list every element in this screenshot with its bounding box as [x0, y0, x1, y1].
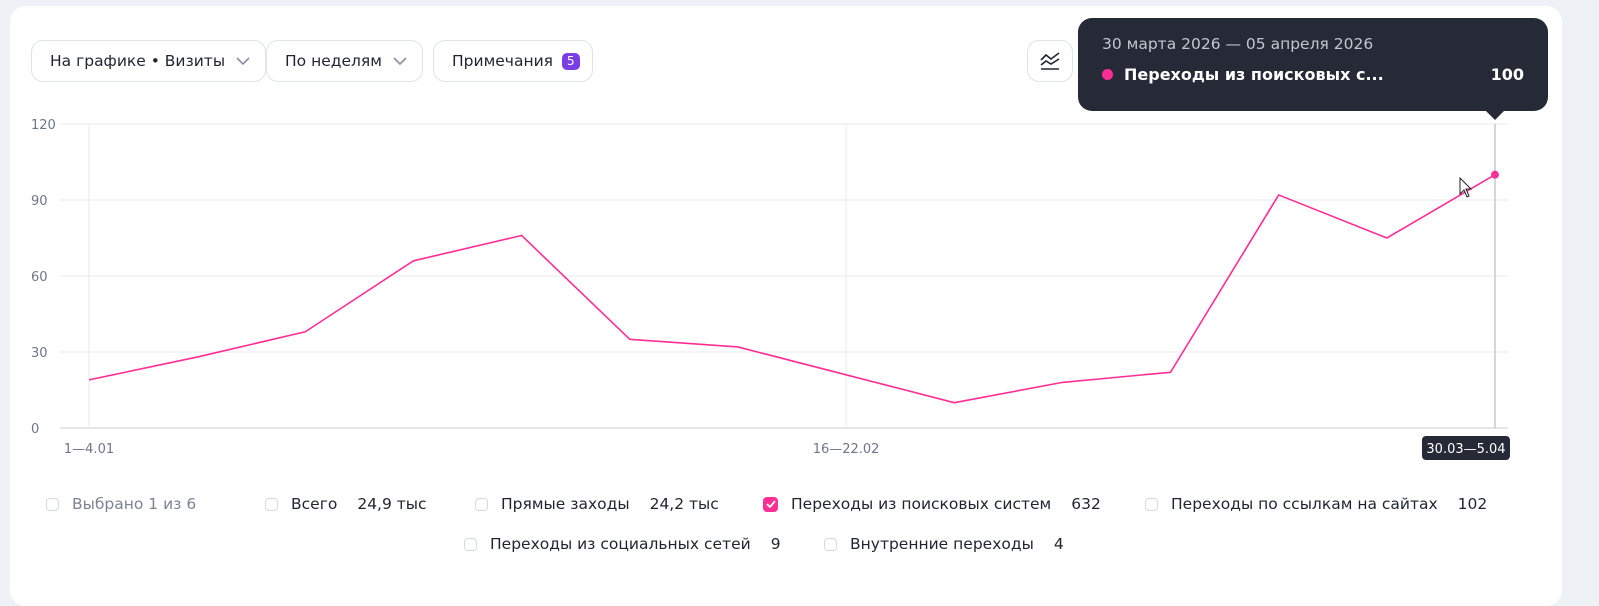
checkbox-checked-icon [763, 496, 778, 512]
legend-item-value: 102 [1457, 495, 1488, 513]
legend-item-label: Прямые заходы [501, 495, 630, 513]
tooltip-series-name: Переходы из поисковых с... [1124, 65, 1384, 84]
notes-label: Примечания [452, 52, 553, 70]
period-select[interactable]: По неделям [266, 40, 423, 82]
legend-item-value: 632 [1071, 495, 1101, 513]
series-line [88, 173, 1496, 404]
chart-type-button[interactable] [1027, 40, 1073, 82]
checkbox-icon [475, 497, 488, 511]
legend-item-label: Переходы по ссылкам на сайтах [1171, 495, 1438, 513]
mouse-pointer-icon [1459, 177, 1473, 198]
checkbox-icon [265, 497, 278, 511]
checkbox-icon [464, 537, 477, 551]
chart-metric-select-label: На графике • Визиты [50, 52, 226, 70]
legend-item-internal[interactable]: Внутренние переходы 4 [824, 535, 1064, 553]
checkbox-icon [1145, 497, 1158, 511]
legend-item-value: 24,2 тыс [649, 495, 719, 513]
legend-item-value: 24,9 тыс [357, 495, 427, 513]
data-point-highlight [1491, 170, 1499, 179]
tooltip-value: 100 [1490, 65, 1524, 84]
legend-item-search[interactable]: Переходы из поисковых систем 632 [763, 495, 1101, 513]
checkbox-icon [46, 497, 59, 511]
line-chart-icon [1040, 52, 1060, 70]
legend-item-total[interactable]: Всего 24,9 тыс [265, 495, 427, 513]
legend-item-label: Переходы из поисковых систем [791, 495, 1052, 513]
legend-selected-summary[interactable]: Выбрано 1 из 6 [46, 495, 196, 513]
legend-item-value: 9 [770, 535, 781, 553]
x-tick-label: 30.03—5.04 [1426, 442, 1505, 457]
line-chart[interactable]: 0 30 60 90 120 1—4.01 16—22.02 30.03—5.04 [0, 0, 1599, 470]
x-tick-label: 16—22.02 [813, 442, 880, 457]
y-tick-label: 30 [31, 346, 48, 361]
legend-item-direct[interactable]: Прямые заходы 24,2 тыс [475, 495, 719, 513]
tooltip-date-range: 30 марта 2026 — 05 апреля 2026 [1102, 35, 1374, 53]
tooltip-series-dot [1102, 69, 1113, 80]
chart-tooltip: 30 марта 2026 — 05 апреля 2026 Переходы … [1078, 18, 1548, 120]
y-tick-label: 60 [31, 270, 48, 285]
y-tick-label: 120 [31, 118, 56, 133]
chevron-down-icon [236, 57, 250, 66]
legend-item-value: 4 [1053, 535, 1064, 553]
notes-button[interactable]: Примечания 5 [433, 40, 593, 82]
chevron-down-icon [393, 57, 407, 66]
chart-metric-select[interactable]: На графике • Визиты [31, 40, 267, 82]
legend-item-label: Внутренние переходы [850, 535, 1034, 553]
legend-item-links[interactable]: Переходы по ссылкам на сайтах 102 [1145, 495, 1487, 513]
legend-summary-label: Выбрано 1 из 6 [72, 495, 197, 513]
y-tick-label: 90 [31, 194, 48, 209]
legend-item-social[interactable]: Переходы из социальных сетей 9 [464, 535, 781, 553]
legend-item-label: Всего [291, 495, 338, 513]
checkbox-icon [824, 537, 837, 551]
legend-item-label: Переходы из социальных сетей [490, 535, 751, 553]
y-tick-label: 0 [31, 422, 39, 437]
x-tick-highlight [1422, 436, 1510, 460]
x-tick-label: 1—4.01 [64, 442, 114, 457]
notes-count-badge: 5 [562, 52, 580, 70]
period-select-label: По неделям [285, 52, 382, 70]
